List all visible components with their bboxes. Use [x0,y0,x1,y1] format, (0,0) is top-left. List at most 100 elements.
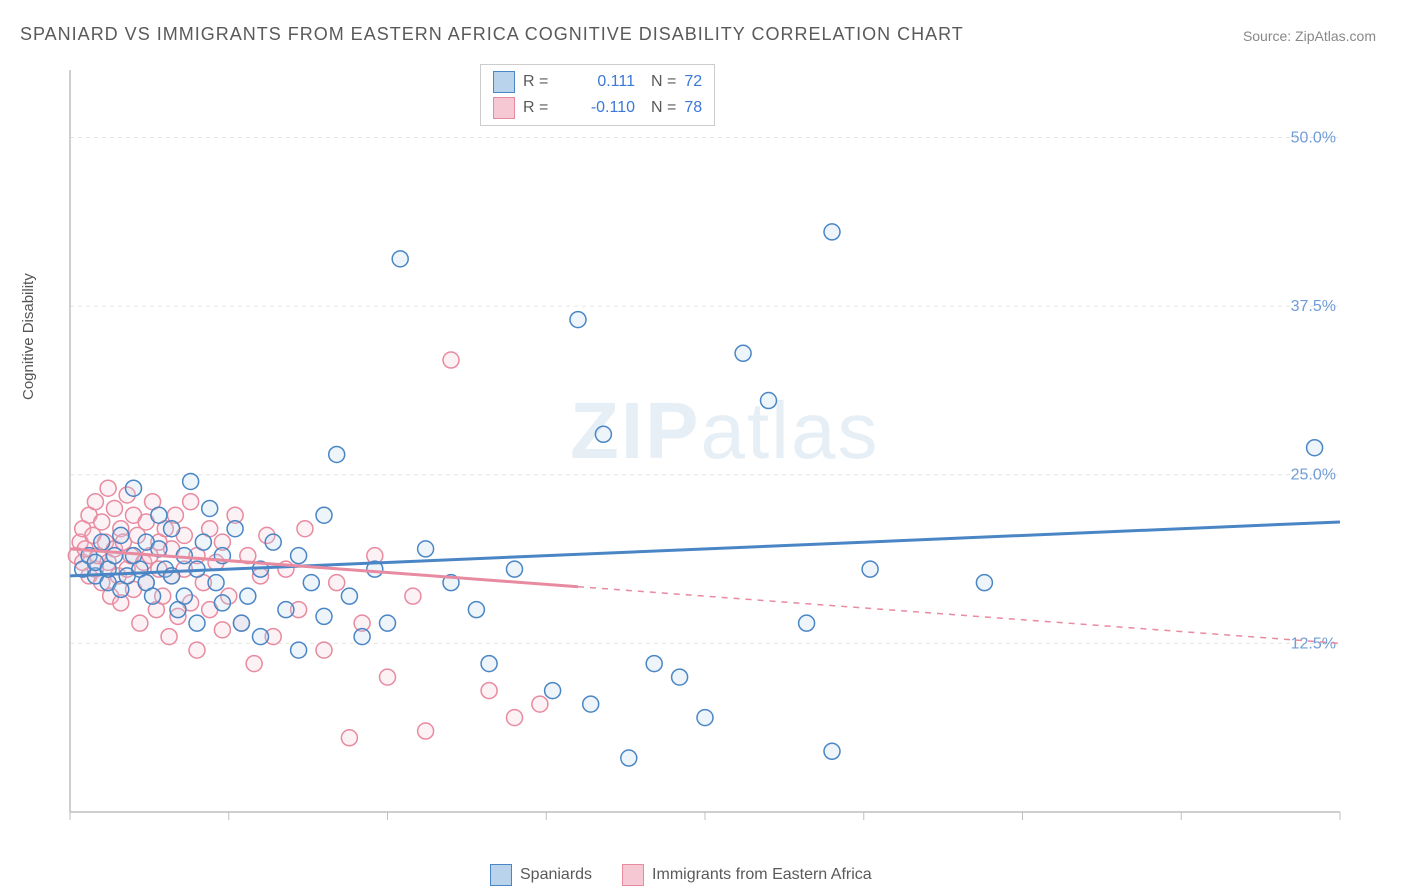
data-point [94,514,110,530]
y-tick-label: 50.0% [1291,129,1336,146]
data-point [532,696,548,712]
trend-line-extrapolated [578,587,1340,644]
data-point [132,615,148,631]
data-point [233,615,249,631]
data-point [183,473,199,489]
legend-item: Immigrants from Eastern Africa [622,864,872,886]
data-point [87,494,103,510]
data-point [113,527,129,543]
n-value: 78 [684,99,702,117]
r-label: R = [523,73,557,91]
data-point [291,642,307,658]
data-point [583,696,599,712]
data-point [195,534,211,550]
legend-item: Spaniards [490,864,592,886]
data-point [161,629,177,645]
data-point [151,507,167,523]
y-tick-label: 25.0% [1291,467,1336,484]
data-point [106,500,122,516]
data-point [100,480,116,496]
data-point [380,669,396,685]
y-tick-label: 12.5% [1291,635,1336,652]
data-point [824,224,840,240]
data-point [189,615,205,631]
data-point [1307,440,1323,456]
data-point [176,588,192,604]
data-point [240,588,256,604]
data-point [341,730,357,746]
scatter-chart: 12.5%25.0%37.5%50.0%0.0%100.0% [50,60,1360,820]
data-point [735,345,751,361]
series-legend: Spaniards Immigrants from Eastern Africa [490,864,872,886]
data-point [145,588,161,604]
legend-swatch [493,71,515,93]
source-attribution: Source: ZipAtlas.com [1243,28,1376,44]
data-point [164,521,180,537]
data-point [253,629,269,645]
data-point [214,595,230,611]
data-point [392,251,408,267]
chart-container: 12.5%25.0%37.5%50.0%0.0%100.0% [50,60,1360,820]
y-axis-label: Cognitive Disability [20,273,37,400]
data-point [418,723,434,739]
data-point [481,683,497,699]
data-point [481,656,497,672]
data-point [761,393,777,409]
legend-row: R = 0.111 N = 72 [493,69,702,95]
y-tick-label: 37.5% [1291,298,1336,315]
data-point [291,548,307,564]
data-point [354,629,370,645]
data-point [316,608,332,624]
data-point [672,669,688,685]
legend-swatch [493,97,515,119]
r-label: R = [523,99,557,117]
data-point [862,561,878,577]
data-point [265,534,281,550]
data-point [646,656,662,672]
data-point [341,588,357,604]
data-point [303,575,319,591]
chart-title: SPANIARD VS IMMIGRANTS FROM EASTERN AFRI… [20,24,964,45]
data-point [545,683,561,699]
data-point [316,507,332,523]
data-point [278,602,294,618]
data-point [227,521,243,537]
legend-swatch [490,864,512,886]
data-point [183,494,199,510]
data-point [329,446,345,462]
data-point [418,541,434,557]
source-link[interactable]: ZipAtlas.com [1295,28,1376,44]
data-point [507,561,523,577]
data-point [208,575,224,591]
data-point [799,615,815,631]
data-point [316,642,332,658]
data-point [405,588,421,604]
data-point [126,480,142,496]
data-point [94,534,110,550]
n-value: 72 [684,73,702,91]
data-point [976,575,992,591]
data-point [621,750,637,766]
r-value: -0.110 [565,99,635,117]
data-point [189,642,205,658]
legend-row: R = -0.110 N = 78 [493,95,702,121]
data-point [329,575,345,591]
data-point [468,602,484,618]
data-point [214,622,230,638]
data-point [202,500,218,516]
legend-swatch [622,864,644,886]
data-point [380,615,396,631]
data-point [697,710,713,726]
data-point [297,521,313,537]
n-label: N = [651,73,676,91]
data-point [595,426,611,442]
data-point [570,312,586,328]
legend-label: Immigrants from Eastern Africa [652,866,872,884]
source-label: Source: [1243,28,1295,44]
correlation-legend: R = 0.111 N = 72 R = -0.110 N = 78 [480,64,715,126]
r-value: 0.111 [565,73,635,91]
data-point [106,548,122,564]
data-point [246,656,262,672]
n-label: N = [651,99,676,117]
data-point [507,710,523,726]
